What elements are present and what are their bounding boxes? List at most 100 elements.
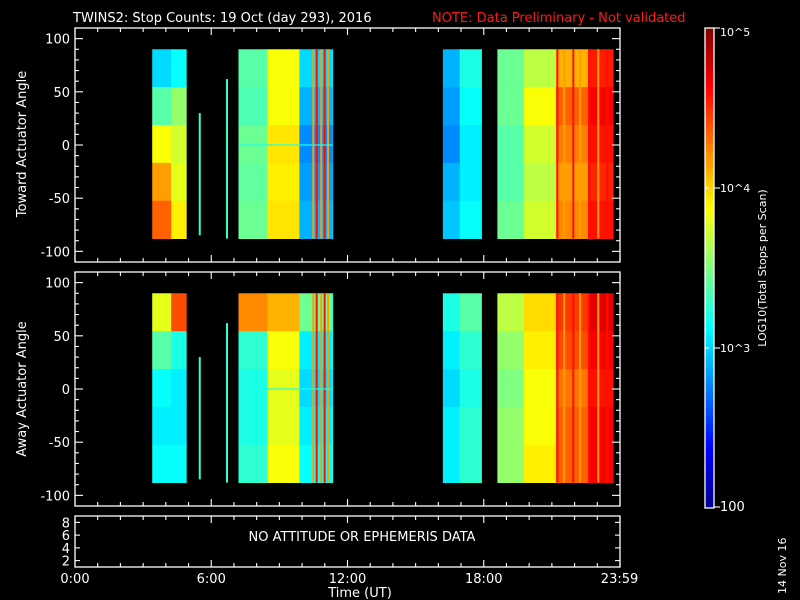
heatmap-cell (442, 293, 461, 332)
heatmap-cell (555, 406, 589, 446)
heatmap-cell (497, 162, 525, 202)
heatmap-cell (523, 87, 557, 126)
heatmap-cell (331, 87, 334, 126)
heatmap-cell (267, 293, 300, 332)
colorbar-tick-100: 100 (720, 500, 745, 515)
spike-streak (320, 49, 323, 239)
spike-streak (579, 49, 582, 239)
heatmap-cell (497, 406, 525, 446)
spike-streak (327, 49, 330, 239)
heatmap-cell (238, 293, 268, 332)
heatmap-cell (299, 87, 332, 126)
heatmap-cell (152, 125, 172, 164)
heatmap-cell (299, 406, 332, 446)
heatmap-cell (267, 200, 300, 239)
heatmap-cell (171, 444, 187, 483)
heatmap-cell (238, 406, 268, 446)
heatmap-cell (497, 293, 525, 332)
y-tick-label: -100 (40, 489, 70, 504)
heatmap-cell (331, 444, 334, 483)
heatmap-cell (523, 444, 557, 483)
heatmap-cell (442, 125, 461, 164)
heatmap-cell (442, 444, 461, 483)
heatmap-cell (497, 49, 525, 88)
spike-streak (556, 49, 559, 239)
heatmap-cell (523, 293, 557, 332)
spike-streak (320, 293, 323, 483)
spike-streak (588, 293, 591, 483)
heatmap-cell (152, 162, 172, 202)
colorbar-gradient (705, 28, 714, 508)
y-tick-label: -50 (49, 436, 70, 451)
heatmap-cell (171, 125, 187, 164)
spike-streak (597, 293, 600, 483)
heatmap-cell (152, 87, 172, 126)
heatmap-cell (587, 444, 614, 483)
y-tick-label: 100 (45, 33, 70, 48)
heatmap-cell (555, 331, 589, 370)
colorbar-tick-1e5: 10^5 (720, 26, 750, 39)
heatmap-cell (152, 200, 172, 239)
heatmap-cell (331, 162, 334, 202)
spike-streak (563, 293, 566, 483)
x-tick-label: 12:00 (329, 572, 366, 587)
zero-angle-band (238, 144, 333, 146)
spike-streak (563, 49, 566, 239)
colorbar-tick-1e4: 10^4 (720, 182, 750, 195)
y-tick-label: 50 (53, 86, 70, 101)
heatmap-cell (238, 331, 268, 370)
chart-title: TWINS2: Stop Counts: 19 Oct (day 293), 2… (72, 11, 372, 26)
away-panel: 100 50 0 -50 -100 (40, 271, 621, 507)
spike-streak (606, 49, 609, 239)
heatmap-cell (459, 406, 482, 446)
preliminary-note: NOTE: Data Preliminary - Not validated (432, 11, 686, 26)
y-tick-label: -50 (49, 192, 70, 207)
heatmap-cell (555, 162, 589, 202)
heatmap-cell (459, 200, 482, 239)
heatmap-cell (587, 369, 614, 408)
x-tick-label: 18:00 (465, 572, 502, 587)
ephem-y-tick-label: 8 (62, 516, 70, 531)
data-strip (226, 323, 229, 483)
ephem-y-tick-label: 6 (62, 529, 70, 544)
heatmap-cell (587, 406, 614, 446)
toward-panel: 100 50 0 -50 -100 (40, 27, 621, 263)
heatmap-cell (523, 406, 557, 446)
heatmap-cell (555, 125, 589, 164)
heatmap-cell (523, 369, 557, 408)
heatmap-cell (152, 369, 172, 408)
heatmap-cell (442, 49, 461, 88)
heatmap-cell (459, 49, 482, 88)
heatmap-cell (331, 331, 334, 370)
heatmap-cell (555, 87, 589, 126)
heatmap-cell (152, 406, 172, 446)
heatmap-cell (171, 87, 187, 126)
heatmap-cell (442, 406, 461, 446)
spike-streak (315, 49, 318, 239)
heatmap-cell (523, 125, 557, 164)
heatmap-cell (459, 444, 482, 483)
heatmap-cell (238, 87, 268, 126)
heatmap-cell (555, 369, 589, 408)
spike-streak (323, 293, 326, 483)
spike-streak (597, 49, 600, 239)
heatmap-cell (171, 49, 187, 88)
spike-streak (588, 49, 591, 239)
x-tick-label: 6:00 (197, 572, 226, 587)
colorbar-label: LOG10(Total Stops per Scan) (756, 189, 769, 346)
heatmap-cell (587, 293, 614, 332)
heatmap-cell (442, 369, 461, 408)
heatmap-cell (152, 444, 172, 483)
heatmap-cell (171, 293, 187, 332)
heatmap-cell (523, 331, 557, 370)
heatmap-cell (152, 293, 172, 332)
data-strip (198, 113, 201, 236)
heatmap-cell (238, 49, 268, 88)
heatmap-cell (587, 87, 614, 126)
heatmap-cell (331, 406, 334, 446)
heatmap-cell (497, 369, 525, 408)
heatmap-cell (459, 162, 482, 202)
heatmap-cell (171, 162, 187, 202)
data-strip (198, 357, 201, 480)
